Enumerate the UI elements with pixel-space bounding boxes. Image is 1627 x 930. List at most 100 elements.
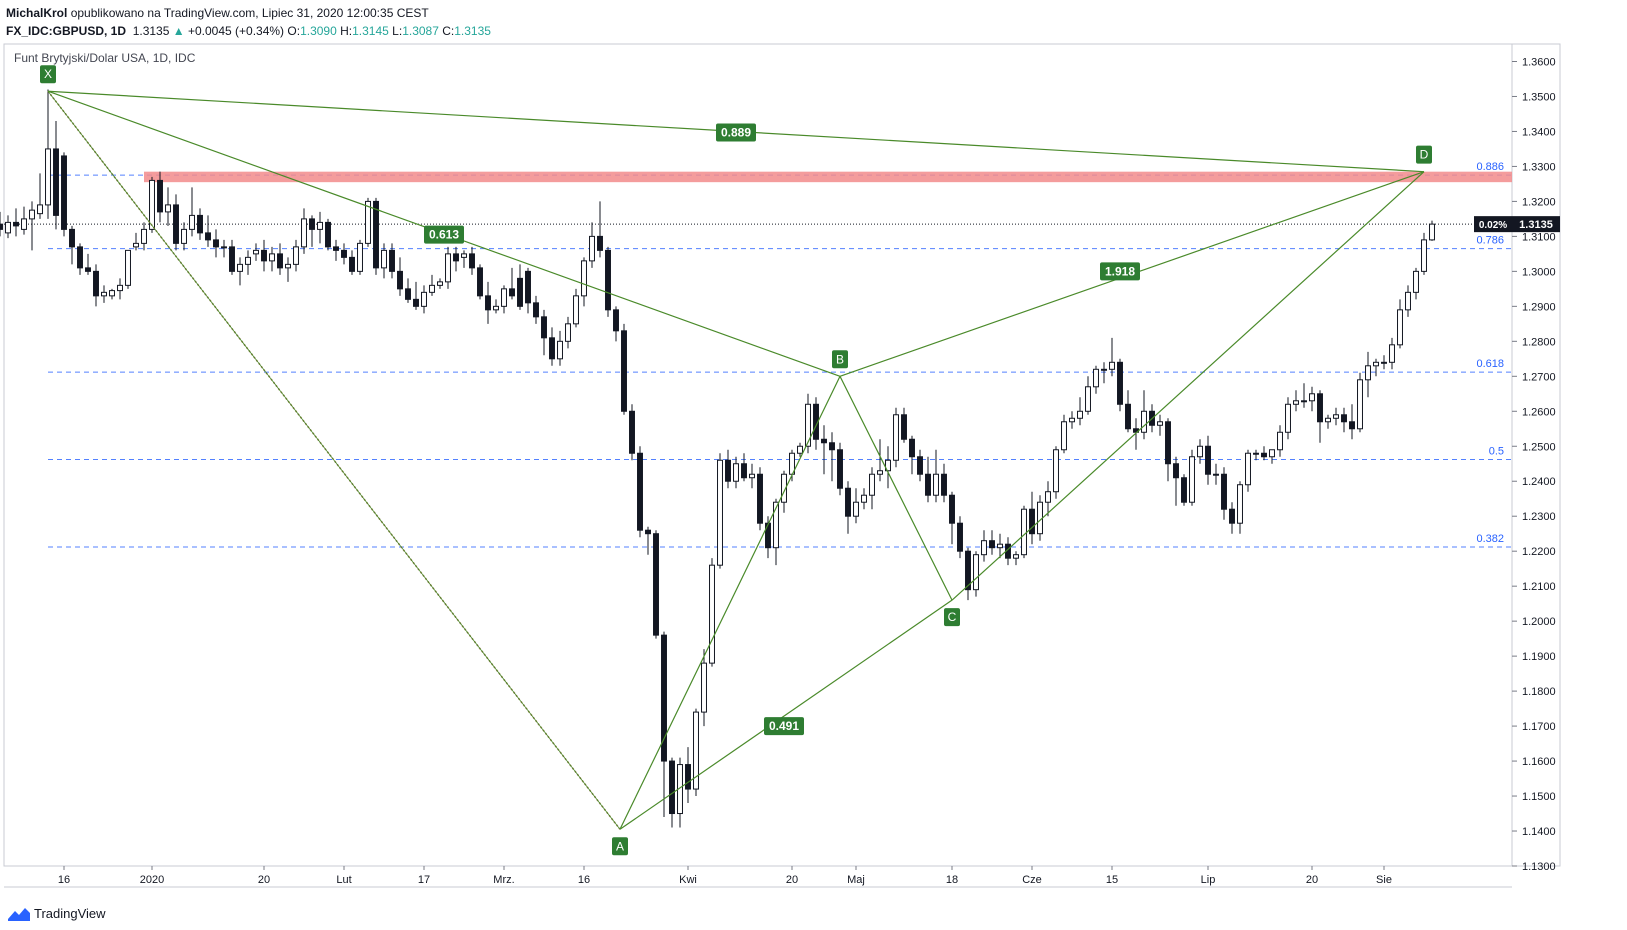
candle-up	[973, 554, 979, 591]
y-tick-label: 1.2500	[1522, 441, 1556, 453]
candle-up	[981, 540, 987, 556]
candle-down	[509, 288, 515, 297]
last-price-tag	[1512, 216, 1560, 233]
ratio-badge	[716, 123, 756, 142]
fib-level-label: 0.886	[1476, 161, 1504, 173]
candle-down	[741, 463, 747, 479]
candle-down	[309, 218, 315, 230]
candle-down	[1173, 463, 1179, 479]
candle-up	[1421, 239, 1427, 272]
candle-up	[1085, 386, 1091, 412]
y-tick-label: 1.1500	[1522, 791, 1556, 803]
plot-area	[3, 43, 1513, 867]
candle-up	[781, 473, 787, 503]
candle-down	[1221, 473, 1227, 510]
candle-down	[925, 473, 931, 496]
candle-up	[141, 228, 147, 244]
candle-up	[253, 249, 259, 255]
candle-up	[1429, 223, 1435, 241]
ratio-label: 0.889	[721, 125, 751, 139]
candle-down	[325, 221, 331, 248]
y-tick-label: 1.1400	[1522, 826, 1556, 838]
tradingview-footer[interactable]: TradingView	[8, 906, 106, 921]
candle-up	[1245, 452, 1251, 486]
candle-down	[517, 277, 523, 307]
candle-up	[749, 473, 755, 479]
candle-up	[133, 242, 139, 248]
pattern-point-a: A	[616, 839, 624, 853]
candle-up	[933, 473, 939, 496]
candle-down	[205, 232, 211, 241]
candle-up	[1093, 368, 1099, 388]
candle-up	[501, 288, 507, 307]
x-tick-label: 16	[578, 874, 590, 886]
candle-up	[885, 459, 891, 472]
candle-down	[389, 249, 395, 272]
candle-down	[413, 298, 419, 307]
candle-up	[317, 221, 323, 230]
candle-down	[725, 459, 731, 482]
candle-up	[717, 459, 723, 566]
candle-up	[181, 228, 187, 244]
candle-up	[189, 214, 195, 230]
price-change: +0.0045 (+0.34%)	[187, 24, 285, 38]
ohlc-legend: FX_IDC:GBPUSD, 1D 1.3135 ▲ +0.0045 (+0.3…	[6, 24, 491, 38]
candle-down	[525, 270, 531, 304]
candle-up	[997, 543, 1003, 549]
candle-up	[21, 218, 27, 230]
candle-up	[1189, 456, 1195, 503]
candle-up	[1397, 309, 1403, 346]
bc-leg	[839, 376, 953, 601]
y-tick-label: 1.1900	[1522, 651, 1556, 663]
x-tick-label: Kwi	[679, 874, 697, 886]
candle-down	[77, 246, 83, 269]
y-tick-label: 1.2600	[1522, 406, 1556, 418]
pattern-point-c: C	[948, 610, 957, 624]
fib-level-label: 0.786	[1476, 235, 1504, 247]
candle-up	[5, 221, 11, 234]
candle-up	[1077, 410, 1083, 419]
x-tick-label: Lut	[336, 874, 351, 886]
author-name[interactable]: MichalKrol	[6, 6, 68, 20]
candle-up	[1381, 361, 1387, 364]
candle-down	[1229, 508, 1235, 524]
candle-down	[949, 494, 955, 524]
candle-down	[909, 438, 915, 458]
candle-up	[1157, 421, 1163, 426]
candle-up	[1365, 365, 1371, 381]
candle-down	[453, 253, 459, 262]
candle-down	[261, 249, 267, 262]
candle-up	[45, 148, 51, 206]
x-tick-label: 20	[786, 874, 798, 886]
ab-leg	[619, 376, 841, 830]
candle-down	[197, 214, 203, 234]
pattern-point-c-badge	[944, 608, 960, 627]
brand-name: TradingView	[34, 906, 106, 921]
candle-up	[117, 284, 123, 292]
pattern-point-d: D	[1420, 148, 1429, 162]
candle-down	[485, 295, 491, 311]
candle-down	[1205, 445, 1211, 475]
candle-up	[301, 218, 307, 248]
x-tick-label: 2020	[140, 874, 164, 886]
y-tick-label: 1.3500	[1522, 91, 1556, 103]
x-tick-label: 15	[1106, 874, 1118, 886]
candle-up	[1213, 473, 1219, 476]
candle-down	[821, 438, 827, 444]
candle-up	[1013, 554, 1019, 559]
candle-down	[661, 634, 667, 762]
y-tick-label: 1.2700	[1522, 371, 1556, 383]
candle-up	[797, 445, 803, 454]
candle-up	[1373, 361, 1379, 367]
candle-down	[685, 764, 691, 790]
ratio-label: 1.918	[1105, 264, 1135, 278]
publish-info: MichalKrol opublikowano na TradingView.c…	[6, 6, 429, 20]
candle-up	[493, 305, 499, 311]
candle-up	[1237, 484, 1243, 524]
candle-down	[1117, 361, 1123, 405]
candle-down	[61, 155, 67, 230]
resistance-zone	[144, 171, 1512, 183]
y-tick-label: 1.1800	[1522, 686, 1556, 698]
candle-up	[853, 501, 859, 517]
